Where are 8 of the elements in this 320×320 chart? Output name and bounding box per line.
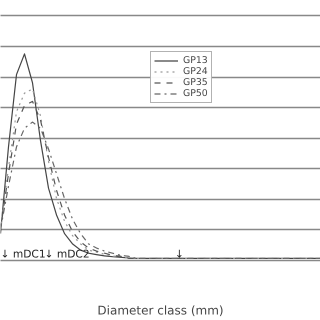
legend-label: GP35: [183, 77, 208, 88]
legend-label: GP50: [183, 88, 208, 99]
legend-label: GP13: [183, 55, 208, 66]
legend-label: GP24: [183, 66, 208, 77]
annotation: ↓ mDC1: [0, 247, 46, 260]
x-axis-title: Diameter class (mm): [97, 304, 224, 318]
annotation: ↓: [174, 247, 184, 260]
annotation: ↓ mDC2: [44, 247, 90, 260]
